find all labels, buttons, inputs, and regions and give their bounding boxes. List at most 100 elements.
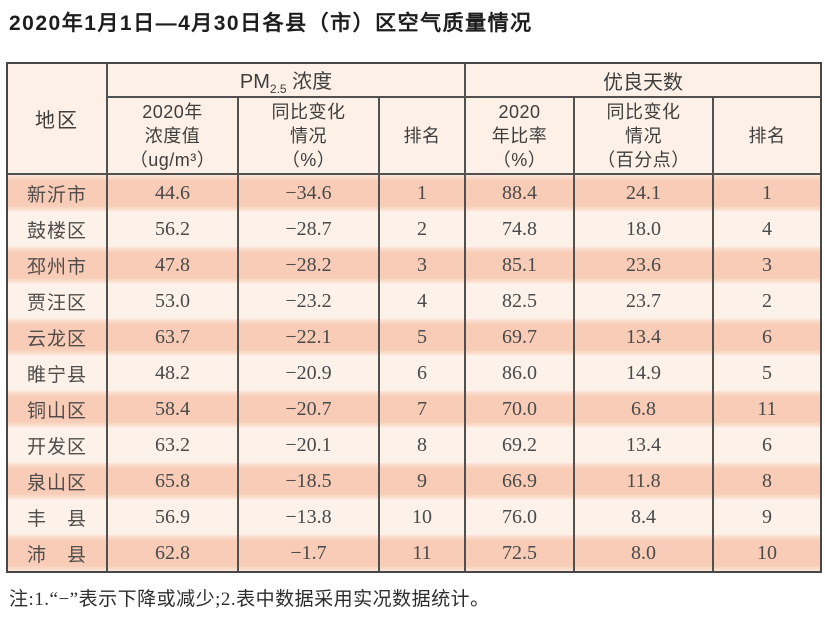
cell-pm-change: −20.7: [239, 391, 380, 427]
cell-good-rank: 6: [714, 427, 821, 463]
table-body: 新沂市 44.6 −34.6 1 88.4 24.1 1 鼓楼区 56.2 −2…: [8, 175, 821, 571]
column-header-region: 地区: [8, 64, 108, 175]
cell-good-rank: 10: [714, 535, 821, 571]
cell-good-ratio: 88.4: [466, 175, 576, 211]
cell-good-ratio: 69.7: [466, 319, 576, 355]
column-header-pm-change: 同比变化 情况 （%）: [239, 98, 380, 175]
cell-region: 沛 县: [8, 535, 108, 571]
cell-pm-value: 48.2: [108, 355, 239, 391]
cell-pm-change: −22.1: [239, 319, 380, 355]
cell-region: 邳州市: [8, 247, 108, 283]
cell-pm-rank: 3: [380, 247, 467, 283]
cell-pm-rank: 11: [380, 535, 467, 571]
cell-pm-change: −18.5: [239, 463, 380, 499]
cell-good-change: 23.7: [575, 283, 715, 319]
cell-pm-rank: 9: [380, 463, 467, 499]
cell-good-change: 14.9: [575, 355, 715, 391]
group-header-good-days: 优良天数: [466, 64, 821, 98]
cell-good-rank: 2: [714, 283, 821, 319]
cell-pm-value: 65.8: [108, 463, 239, 499]
group-header-pm25: PM2.5 浓度: [108, 64, 467, 98]
cell-region: 睢宁县: [8, 355, 108, 391]
cell-pm-value: 47.8: [108, 247, 239, 283]
cell-pm-change: −34.6: [239, 175, 380, 211]
pm25-label-suffix: 浓度: [286, 70, 333, 93]
column-header-good-change: 同比变化 情况 （百分点）: [575, 98, 715, 175]
cell-pm-change: −28.2: [239, 247, 380, 283]
cell-good-change: 11.8: [575, 463, 715, 499]
cell-good-change: 8.0: [575, 535, 715, 571]
cell-good-ratio: 85.1: [466, 247, 576, 283]
page-title: 2020年1月1日—4月30日各县（市）区空气质量情况: [9, 12, 533, 35]
cell-good-rank: 3: [714, 247, 821, 283]
cell-good-ratio: 69.2: [466, 427, 576, 463]
pm25-label-prefix: PM: [239, 70, 270, 93]
cell-good-rank: 11: [714, 391, 821, 427]
cell-pm-change: −28.7: [239, 211, 380, 247]
cell-pm-rank: 1: [380, 175, 467, 211]
cell-good-ratio: 76.0: [466, 499, 576, 535]
cell-pm-value: 56.9: [108, 499, 239, 535]
pm25-label-subscript: 2.5: [269, 81, 287, 96]
cell-good-rank: 1: [714, 175, 821, 211]
cell-pm-value: 58.4: [108, 391, 239, 427]
cell-pm-change: −23.2: [239, 283, 380, 319]
column-header-pm-rank: 排名: [380, 98, 467, 175]
table-row: 泉山区 65.8 −18.5 9 66.9 11.8 8: [8, 463, 821, 499]
cell-region: 泉山区: [8, 463, 108, 499]
cell-pm-rank: 5: [380, 319, 467, 355]
cell-pm-value: 63.2: [108, 427, 239, 463]
cell-region: 新沂市: [8, 175, 108, 211]
sub-header-row: 2020年 浓度值 （ug/m³） 同比变化 情况 （%） 排名 2020 年比…: [8, 98, 821, 175]
cell-pm-value: 56.2: [108, 211, 239, 247]
cell-pm-value: 44.6: [108, 175, 239, 211]
table-row: 云龙区 63.7 −22.1 5 69.7 13.4 6: [8, 319, 821, 355]
cell-good-change: 8.4: [575, 499, 715, 535]
column-header-good-rank: 排名: [714, 98, 821, 175]
cell-pm-value: 63.7: [108, 319, 239, 355]
cell-good-rank: 8: [714, 463, 821, 499]
cell-pm-rank: 8: [380, 427, 467, 463]
cell-good-rank: 9: [714, 499, 821, 535]
cell-good-change: 13.4: [575, 319, 715, 355]
column-header-pm-value: 2020年 浓度值 （ug/m³）: [108, 98, 239, 175]
cell-good-rank: 5: [714, 355, 821, 391]
cell-good-rank: 4: [714, 211, 821, 247]
group-header-row: 地区 PM2.5 浓度 优良天数: [8, 64, 821, 175]
table-row: 新沂市 44.6 −34.6 1 88.4 24.1 1: [8, 175, 821, 211]
table-row: 贾汪区 53.0 −23.2 4 82.5 23.7 2: [8, 283, 821, 319]
table-row: 睢宁县 48.2 −20.9 6 86.0 14.9 5: [8, 355, 821, 391]
cell-region: 开发区: [8, 427, 108, 463]
air-quality-table: 地区 PM2.5 浓度 优良天数 2020年 浓度值 （ug/m³） 同比变化 …: [6, 62, 823, 573]
cell-pm-value: 62.8: [108, 535, 239, 571]
cell-good-change: 13.4: [575, 427, 715, 463]
cell-good-ratio: 86.0: [466, 355, 576, 391]
cell-good-change: 18.0: [575, 211, 715, 247]
table-row: 开发区 63.2 −20.1 8 69.2 13.4 6: [8, 427, 821, 463]
table-header: 地区 PM2.5 浓度 优良天数 2020年 浓度值 （ug/m³） 同比变化 …: [8, 64, 821, 175]
cell-region: 丰 县: [8, 499, 108, 535]
cell-pm-change: −13.8: [239, 499, 380, 535]
cell-pm-rank: 2: [380, 211, 467, 247]
cell-good-ratio: 66.9: [466, 463, 576, 499]
cell-good-ratio: 74.8: [466, 211, 576, 247]
cell-good-change: 24.1: [575, 175, 715, 211]
cell-region: 铜山区: [8, 391, 108, 427]
cell-pm-change: −20.9: [239, 355, 380, 391]
cell-pm-rank: 6: [380, 355, 467, 391]
cell-region: 贾汪区: [8, 283, 108, 319]
cell-good-ratio: 82.5: [466, 283, 576, 319]
cell-pm-change: −1.7: [239, 535, 380, 571]
cell-pm-rank: 7: [380, 391, 467, 427]
column-header-good-ratio: 2020 年比率 （%）: [466, 98, 576, 175]
cell-pm-change: −20.1: [239, 427, 380, 463]
cell-pm-value: 53.0: [108, 283, 239, 319]
cell-region: 鼓楼区: [8, 211, 108, 247]
cell-pm-rank: 4: [380, 283, 467, 319]
cell-good-rank: 6: [714, 319, 821, 355]
table-row: 丰 县 56.9 −13.8 10 76.0 8.4 9: [8, 499, 821, 535]
table-row: 铜山区 58.4 −20.7 7 70.0 6.8 11: [8, 391, 821, 427]
cell-region: 云龙区: [8, 319, 108, 355]
cell-good-change: 6.8: [575, 391, 715, 427]
